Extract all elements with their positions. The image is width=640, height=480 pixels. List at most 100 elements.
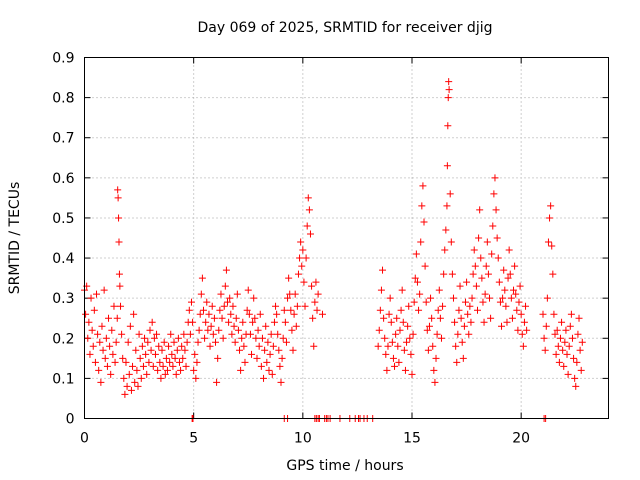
data-point: [238, 334, 246, 342]
data-point: [459, 354, 467, 362]
data-point: [137, 374, 145, 382]
data-point: [477, 254, 485, 262]
data-point: [233, 290, 241, 298]
data-point: [443, 202, 451, 210]
x-tick-label: 10: [294, 431, 312, 447]
data-point: [508, 314, 516, 322]
data-point: [118, 330, 126, 338]
data-point: [559, 346, 567, 354]
data-point: [513, 306, 521, 314]
data-point: [277, 378, 285, 386]
data-point: [374, 342, 382, 350]
data-point: [260, 374, 268, 382]
data-point: [488, 250, 496, 258]
data-point: [434, 306, 442, 314]
data-point: [418, 202, 426, 210]
data-point: [291, 290, 299, 298]
data-point: [147, 346, 155, 354]
data-point: [308, 282, 316, 290]
data-point: [229, 302, 237, 310]
data-point: [422, 298, 430, 306]
data-point: [507, 294, 515, 302]
data-point: [93, 290, 101, 298]
data-point: [551, 330, 559, 338]
data-point: [379, 266, 387, 274]
data-point: [145, 358, 153, 366]
data-point: [520, 318, 528, 326]
data-point: [213, 378, 221, 386]
data-point: [415, 306, 423, 314]
data-point: [148, 318, 156, 326]
data-point: [511, 262, 519, 270]
data-point: [114, 186, 122, 194]
data-point: [542, 322, 550, 330]
data-point: [143, 370, 151, 378]
y-tick-label: 0.1: [52, 371, 74, 387]
data-point: [376, 306, 384, 314]
data-point: [194, 338, 202, 346]
data-point: [289, 346, 297, 354]
data-point: [558, 318, 566, 326]
data-point: [294, 270, 302, 278]
data-point: [180, 330, 188, 338]
data-point: [279, 334, 287, 342]
data-point: [98, 322, 106, 330]
data-point: [100, 286, 108, 294]
data-point: [405, 302, 413, 310]
data-point: [492, 206, 500, 214]
data-point: [210, 314, 218, 322]
data-point: [162, 354, 170, 362]
data-point: [452, 342, 460, 350]
data-point: [380, 314, 388, 322]
data-point: [198, 274, 206, 282]
data-point: [560, 362, 568, 370]
x-tick-label: 15: [403, 431, 421, 447]
y-tick-label: 0.4: [52, 251, 74, 267]
data-point: [318, 310, 326, 318]
data-point: [518, 330, 526, 338]
data-point: [454, 330, 462, 338]
data-point: [150, 334, 158, 342]
data-point: [160, 338, 168, 346]
data-point: [300, 278, 308, 286]
data-point: [470, 246, 478, 254]
data-point: [550, 310, 558, 318]
data-point: [284, 294, 292, 302]
data-point: [123, 382, 131, 390]
data-point: [396, 326, 404, 334]
data-point: [220, 302, 228, 310]
data-point: [541, 346, 549, 354]
data-point: [205, 310, 213, 318]
data-point: [476, 206, 484, 214]
data-point: [479, 298, 487, 306]
data-point: [133, 366, 141, 374]
data-point: [412, 250, 420, 258]
data-point: [232, 314, 240, 322]
data-point: [116, 282, 124, 290]
data-point: [381, 334, 389, 342]
data-point: [161, 370, 169, 378]
data-point: [484, 270, 492, 278]
data-point: [391, 362, 399, 370]
data-point: [439, 302, 447, 310]
data-point: [197, 290, 205, 298]
data-point: [491, 174, 499, 182]
data-point: [540, 334, 548, 342]
data-point: [469, 270, 477, 278]
data-point: [288, 326, 296, 334]
data-point: [208, 302, 216, 310]
data-point: [456, 282, 464, 290]
data-point: [171, 354, 179, 362]
data-point: [274, 330, 282, 338]
data-point: [196, 310, 204, 318]
data-point: [186, 330, 194, 338]
data-point: [442, 226, 450, 234]
data-point: [177, 366, 185, 374]
data-point: [139, 362, 147, 370]
data-point: [185, 306, 193, 314]
data-point: [85, 318, 93, 326]
data-point: [548, 242, 556, 250]
data-point: [189, 318, 197, 326]
data-point: [305, 206, 313, 214]
